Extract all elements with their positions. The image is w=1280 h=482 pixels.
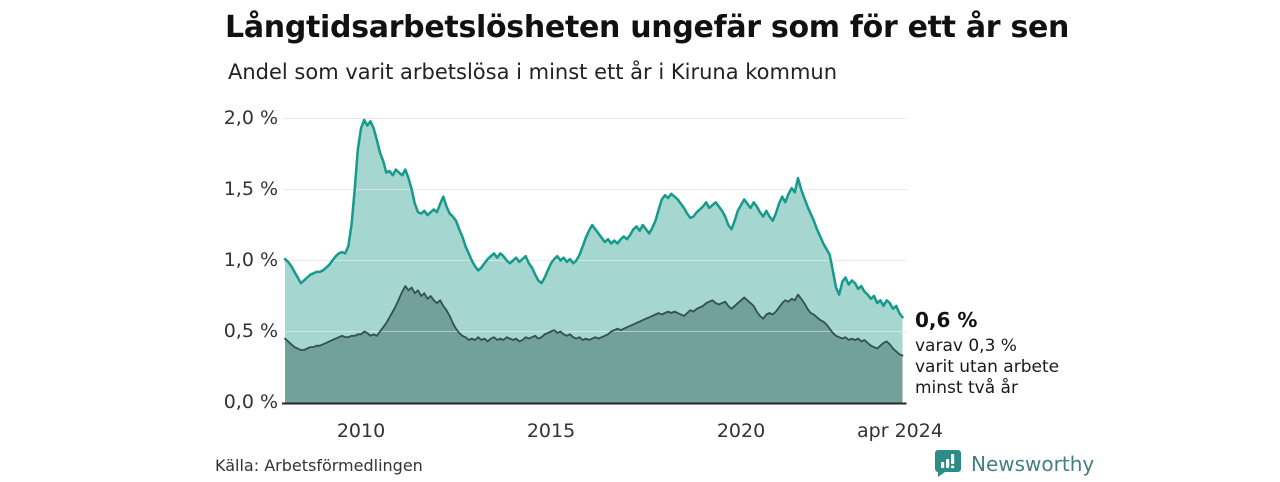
- y-tick-label-1-5: 1,5 %: [223, 178, 278, 200]
- annotation-line-3: minst två år: [915, 378, 1018, 398]
- annotation-line-1: varav 0,3 %: [915, 336, 1017, 356]
- y-tick-label-0-5: 0,5 %: [223, 320, 278, 342]
- newsworthy-wordmark: Newsworthy: [971, 451, 1095, 476]
- line-Arbetslösa minst ett år: [283, 118, 904, 319]
- y-tick-label-1-0: 1,0 %: [223, 249, 278, 271]
- x-tick-label-2015: 2015: [526, 420, 576, 442]
- y-tick-label-0-0: 0,0 %: [223, 391, 278, 413]
- area-Utan arbete minst två år: [285, 286, 903, 403]
- latest-value-label: 0,6 %: [915, 308, 978, 332]
- annotation-line-2: varit utan arbete: [915, 357, 1060, 377]
- line-Utan arbete minst två år: [284, 285, 904, 357]
- x-tick-label-2010: 2010: [336, 420, 386, 442]
- y-tick-label-2-0: 2,0 %: [223, 107, 278, 129]
- chart-subtitle: Andel som varit arbetslösa i minst ett å…: [228, 60, 838, 84]
- newsworthy-speech-bubble-barchart-icon: [934, 449, 962, 478]
- page-title: Långtidsarbetslösheten ungefär som för e…: [225, 10, 1070, 45]
- source-note: Källa: Arbetsförmedlingen: [215, 456, 423, 475]
- x-tick-label-apr-2024: apr 2024: [857, 420, 943, 442]
- x-tick-label-2020: 2020: [716, 420, 766, 442]
- newsworthy-logo: Newsworthy: [934, 449, 1094, 478]
